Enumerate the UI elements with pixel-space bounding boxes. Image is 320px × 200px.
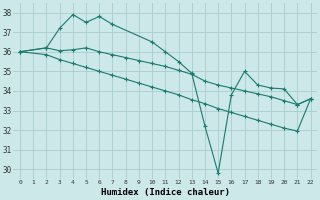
X-axis label: Humidex (Indice chaleur): Humidex (Indice chaleur) [101,188,230,197]
